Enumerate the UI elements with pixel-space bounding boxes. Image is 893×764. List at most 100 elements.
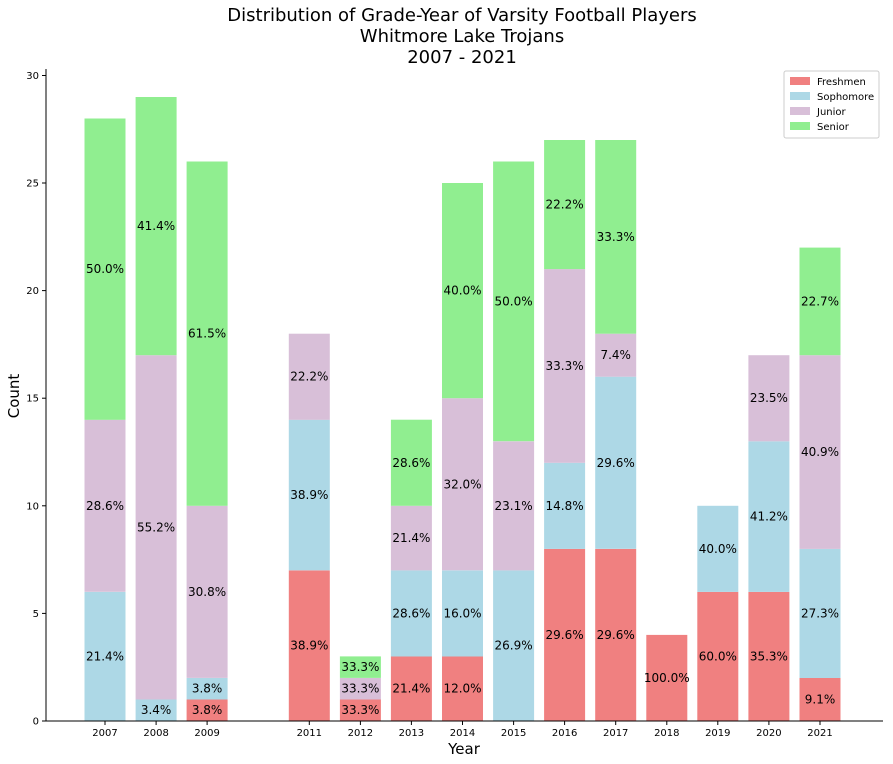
data-label-junior-2008: 55.2% (137, 520, 175, 534)
bar-senior-2008 (135, 97, 177, 356)
data-label-sophomore-2016: 14.8% (546, 499, 584, 513)
bar-senior-2013 (390, 419, 432, 506)
y-axis-label: Count (5, 374, 23, 419)
data-label-senior-2009: 61.5% (188, 327, 226, 341)
bar-sophomore-2014 (442, 570, 483, 657)
bars-group (84, 97, 841, 721)
x-tick-label: 2012 (348, 728, 373, 739)
x-ticks-group: 2007 2008 2009 2011 2012 2013 2014 2015 2016 2017… (92, 721, 833, 739)
data-label-sophomore-2007: 21.4% (86, 649, 124, 663)
x-tick-label: 2009 (194, 728, 219, 739)
x-tick-label: 2016 (552, 728, 577, 739)
y-tick-label: 0 (33, 717, 39, 728)
bar-junior-2017 (595, 333, 637, 377)
x-tick-label: 2017 (603, 728, 628, 739)
legend: Freshmen Sophomore Junior Senior (783, 70, 880, 139)
y-tick-label: 10 (26, 501, 39, 512)
bar-senior-2007 (84, 118, 126, 420)
chart-title-line-3: 2007 - 2021 (407, 47, 517, 68)
x-tick-label: 2019 (705, 728, 730, 739)
bar-sophomore-2021 (799, 548, 841, 678)
data-label-sophomore-2021: 27.3% (801, 606, 839, 620)
bar-labels-group: 21.4% 28.6% 50.0% 3.4% 55.2% 41.4% 3.8% 3.8% 30.… (86, 198, 839, 718)
legend-swatch-junior (790, 107, 810, 115)
bar-junior-2011 (288, 333, 330, 420)
data-label-freshmen-2020: 35.3% (750, 649, 788, 663)
data-label-junior-2016: 33.3% (546, 359, 584, 373)
x-tick-label: 2013 (399, 728, 424, 739)
data-label-senior-2013: 28.6% (392, 456, 430, 470)
bar-senior-2009 (186, 161, 228, 506)
bar-junior-2009 (186, 505, 228, 678)
data-label-junior-2013: 21.4% (392, 531, 430, 545)
data-label-sophomore-2014: 16.0% (443, 606, 481, 620)
bar-sophomore-2008 (135, 699, 177, 721)
data-label-senior-2016: 22.2% (546, 198, 584, 212)
data-label-sophomore-2020: 41.2% (750, 510, 788, 524)
legend-label-sophomore: Sophomore (817, 92, 874, 103)
data-label-sophomore-2017: 29.6% (597, 456, 635, 470)
axes-group (45, 69, 883, 722)
bar-sophomore-2020 (748, 441, 790, 592)
data-label-senior-2021: 22.7% (801, 294, 839, 308)
x-tick-label: 2020 (756, 728, 781, 739)
bar-junior-2021 (799, 355, 841, 549)
bar-junior-2008 (135, 355, 177, 700)
data-label-junior-2015: 23.1% (495, 499, 533, 513)
bar-sophomore-2013 (390, 570, 432, 657)
data-label-junior-2014: 32.0% (443, 477, 481, 491)
bar-sophomore-2019 (697, 505, 739, 592)
data-label-freshmen-2019: 60.0% (699, 649, 737, 663)
bar-sophomore-2017 (595, 376, 637, 549)
bar-junior-2016 (544, 269, 586, 463)
bar-freshmen-2019 (697, 591, 739, 721)
legend-frame (783, 70, 880, 139)
bar-sophomore-2015 (493, 570, 535, 721)
bar-freshmen-2018 (646, 634, 688, 721)
bar-sophomore-2007 (84, 591, 126, 721)
y-tick-label: 25 (26, 179, 39, 190)
x-axis-label: Year (447, 740, 481, 758)
data-label-junior-2009: 30.8% (188, 585, 226, 599)
data-label-junior-2007: 28.6% (86, 499, 124, 513)
bar-junior-2007 (84, 419, 126, 592)
data-label-freshmen-2018: 100.0% (644, 671, 690, 685)
bar-senior-2017 (595, 140, 637, 334)
x-tick-label: 2021 (807, 728, 832, 739)
data-label-sophomore-2019: 40.0% (699, 542, 737, 556)
legend-swatch-freshmen (790, 77, 810, 85)
y-tick-label: 30 (26, 71, 39, 82)
data-label-junior-2021: 40.9% (801, 445, 839, 459)
y-tick-label: 20 (26, 286, 39, 297)
chart-title-line-2: Whitmore Lake Trojans (360, 26, 564, 47)
bar-freshmen-2014 (442, 656, 483, 721)
data-label-senior-2015: 50.0% (495, 294, 533, 308)
bar-senior-2014 (442, 183, 483, 399)
legend-label-junior: Junior (816, 107, 847, 118)
bar-senior-2016 (544, 140, 586, 270)
data-label-sophomore-2009: 3.8% (192, 682, 223, 696)
y-tick-label: 5 (33, 609, 39, 620)
bar-junior-2015 (493, 441, 535, 571)
data-label-junior-2020: 23.5% (750, 391, 788, 405)
legend-swatch-sophomore (790, 92, 810, 100)
chart-title-line-1: Distribution of Grade-Year of Varsity Fo… (227, 5, 696, 26)
bar-freshmen-2016 (544, 548, 586, 721)
bar-junior-2020 (748, 355, 790, 442)
legend-swatch-senior (790, 122, 810, 130)
x-tick-label: 2008 (143, 728, 168, 739)
data-label-junior-2017: 7.4% (600, 348, 631, 362)
bar-sophomore-2009 (186, 678, 228, 700)
bar-freshmen-2017 (595, 548, 637, 721)
data-label-sophomore-2013: 28.6% (392, 606, 430, 620)
data-label-freshmen-2021: 9.1% (805, 693, 836, 707)
data-label-freshmen-2012: 33.3% (341, 703, 379, 717)
bar-junior-2014 (442, 398, 483, 571)
bar-freshmen-2009 (186, 699, 228, 721)
bar-senior-2021 (799, 247, 841, 356)
data-label-sophomore-2015: 26.9% (495, 639, 533, 653)
bar-freshmen-2020 (748, 591, 790, 721)
x-tick-label: 2015 (501, 728, 526, 739)
bar-freshmen-2021 (799, 678, 841, 721)
